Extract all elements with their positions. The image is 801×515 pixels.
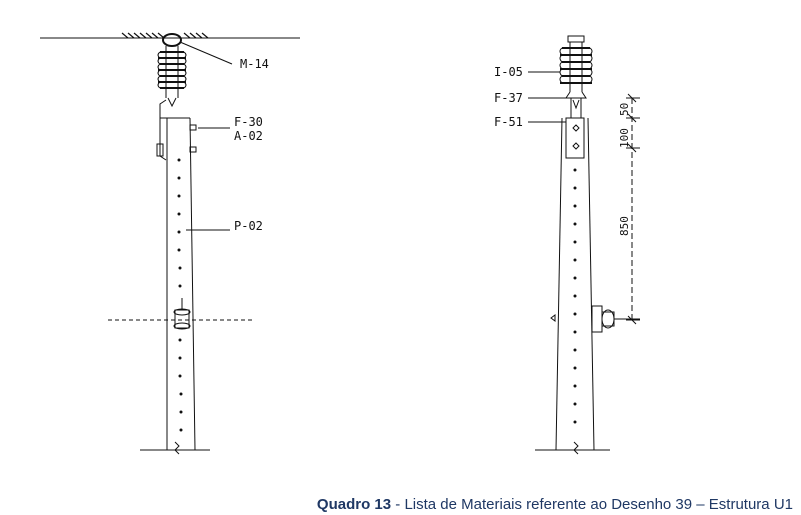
dimension-lines [626, 93, 640, 325]
insulator-m14 [157, 46, 187, 108]
dim-label-50: 50 [618, 103, 631, 116]
right-labels: I-05 F-37 F-51 50 100 850 [494, 65, 631, 236]
pole-holes-right [573, 168, 577, 424]
label-f37: F-37 [494, 91, 523, 105]
label-a02: A-02 [234, 129, 263, 143]
figure-caption: Quadro 13 - Lista de Materiais referente… [317, 496, 793, 513]
label-f51: F-51 [494, 115, 523, 129]
caption-number: Quadro 13 [316, 496, 392, 513]
pole-right [535, 117, 610, 455]
pin-f37 [570, 97, 582, 119]
bracket-f30 [156, 99, 168, 161]
pole-p02 [140, 117, 210, 455]
label-m14: M-14 [240, 57, 269, 71]
dim-label-850: 850 [618, 216, 631, 236]
label-i05: I-05 [494, 65, 523, 79]
left-structure [40, 32, 300, 455]
label-p02: P-02 [234, 219, 263, 233]
left-labels: M-14 F-30 A-02 P-02 [234, 57, 269, 233]
caption-text: - Lista de Materiais referente ao Desenh… [391, 496, 793, 513]
insulator-i05 [559, 35, 593, 99]
label-f30: F-30 [234, 115, 263, 129]
technical-drawing: M-14 F-30 A-02 P-02 [40, 32, 640, 455]
line-clamp [162, 33, 182, 47]
bracket-f51 [565, 117, 585, 159]
side-spool [591, 305, 640, 333]
right-structure [528, 35, 640, 455]
dim-label-100: 100 [618, 128, 631, 148]
line-hatching [121, 32, 209, 39]
spool-insulator [108, 298, 255, 330]
pole-holes [177, 158, 183, 432]
leader-m14 [179, 41, 233, 65]
